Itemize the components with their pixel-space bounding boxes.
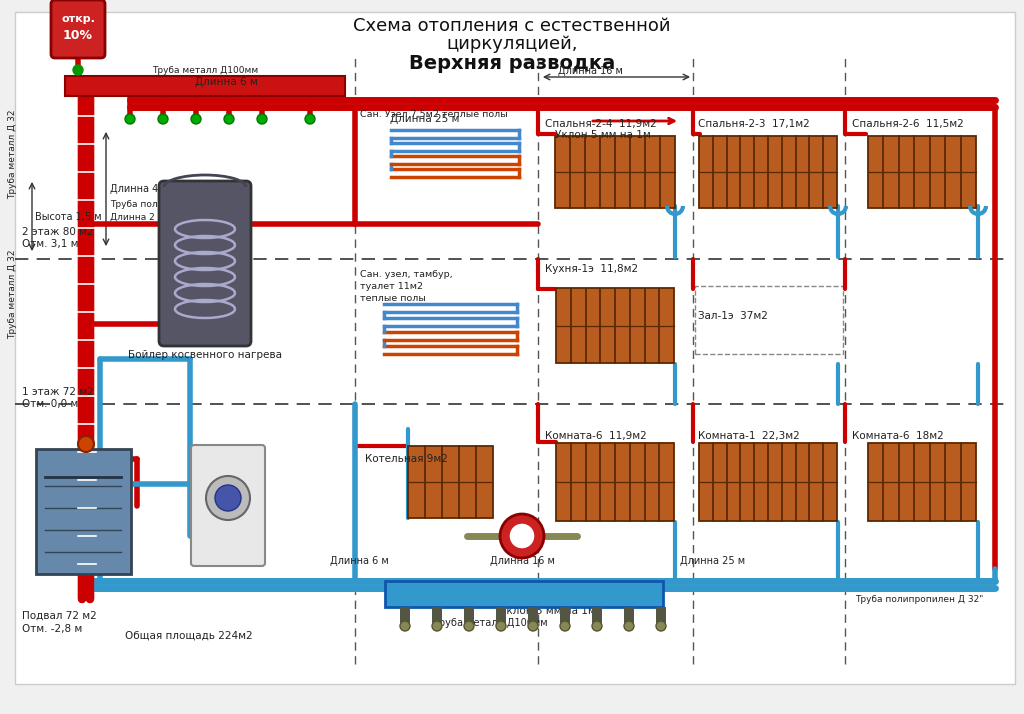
Circle shape — [215, 485, 241, 511]
Text: Длинна 6 м: Длинна 6 м — [195, 77, 258, 87]
Text: Кухня-1э  11,8м2: Кухня-1э 11,8м2 — [545, 264, 638, 274]
Text: Труба полипропилен Д 32": Труба полипропилен Д 32" — [110, 199, 239, 208]
Text: Длинна 16 м: Длинна 16 м — [490, 556, 555, 566]
Circle shape — [206, 476, 250, 520]
Circle shape — [73, 65, 83, 75]
Circle shape — [528, 621, 538, 631]
Circle shape — [500, 514, 544, 558]
Bar — [496, 607, 506, 623]
Bar — [432, 607, 442, 623]
Bar — [560, 607, 570, 623]
Text: Труба металл Д 32: Труба металл Д 32 — [8, 109, 17, 198]
Text: Комната-6  11,9м2: Комната-6 11,9м2 — [545, 431, 647, 441]
Text: Уклон 5 мм на 1м: Уклон 5 мм на 1м — [500, 606, 596, 616]
Text: Длинна 4 м: Длинна 4 м — [110, 184, 169, 194]
Circle shape — [400, 621, 410, 631]
Bar — [65, 76, 345, 96]
Text: Подвал 72 м2: Подвал 72 м2 — [22, 611, 96, 621]
Circle shape — [496, 621, 506, 631]
Bar — [556, 443, 674, 521]
Text: Длинна 2 м: Длинна 2 м — [110, 213, 165, 221]
Text: Верхняя разводка: Верхняя разводка — [409, 54, 615, 73]
Text: 10%: 10% — [63, 29, 93, 41]
Text: Отм. 0,0 м: Отм. 0,0 м — [22, 399, 78, 409]
Bar — [464, 607, 474, 623]
Bar — [408, 446, 493, 518]
Text: Комната-1  22,3м2: Комната-1 22,3м2 — [698, 431, 800, 441]
Text: Длинна 25 м: Длинна 25 м — [680, 556, 745, 566]
Bar — [624, 607, 634, 623]
Text: Котельная 9м2: Котельная 9м2 — [365, 454, 447, 464]
Bar — [400, 607, 410, 623]
Text: Спальня-2-4  11,9м2: Спальня-2-4 11,9м2 — [545, 119, 656, 129]
Bar — [868, 136, 976, 208]
Text: Труба металл Д100мм: Труба металл Д100мм — [152, 66, 258, 74]
Bar — [656, 607, 666, 623]
Bar — [868, 443, 976, 521]
Circle shape — [78, 436, 94, 452]
Bar — [699, 136, 837, 208]
Circle shape — [158, 114, 168, 124]
Circle shape — [656, 621, 666, 631]
Text: Труба металл Д100мм: Труба металл Д100мм — [433, 618, 547, 628]
Circle shape — [624, 621, 634, 631]
Circle shape — [509, 523, 535, 549]
Text: Уклон 5 мм на 1м: Уклон 5 мм на 1м — [555, 130, 650, 140]
Text: Спальня-2-6  11,5м2: Спальня-2-6 11,5м2 — [852, 119, 964, 129]
Bar — [528, 607, 538, 623]
Bar — [385, 581, 663, 607]
Text: 1 этаж 72 м2: 1 этаж 72 м2 — [22, 387, 94, 397]
FancyBboxPatch shape — [191, 445, 265, 566]
Bar — [36, 449, 131, 574]
Text: Длинна 16 м: Длинна 16 м — [558, 66, 623, 76]
Text: Бойлер косвенного нагрева: Бойлер косвенного нагрева — [128, 350, 282, 360]
Bar — [699, 443, 837, 521]
Text: Сан. Узел 7,5м2 теплые полы: Сан. Узел 7,5м2 теплые полы — [360, 109, 508, 119]
Circle shape — [191, 114, 201, 124]
Circle shape — [257, 114, 267, 124]
Text: Отм. 3,1 м: Отм. 3,1 м — [22, 239, 79, 249]
Text: Длинна 6 м: Длинна 6 м — [330, 556, 389, 566]
Circle shape — [125, 114, 135, 124]
Text: откр.: откр. — [61, 14, 95, 24]
Bar — [555, 136, 675, 208]
Text: Зал-1э  37м2: Зал-1э 37м2 — [698, 311, 768, 321]
FancyBboxPatch shape — [51, 0, 105, 58]
Text: Высота 1,5 м: Высота 1,5 м — [35, 212, 101, 222]
FancyBboxPatch shape — [159, 181, 251, 346]
Text: теплые полы: теплые полы — [360, 293, 426, 303]
Text: Общая площадь 224м2: Общая площадь 224м2 — [125, 631, 253, 641]
Circle shape — [305, 114, 315, 124]
Circle shape — [560, 621, 570, 631]
Circle shape — [224, 114, 234, 124]
Text: Сан. узел, тамбур,: Сан. узел, тамбур, — [360, 269, 453, 278]
Text: циркуляцией,: циркуляцией, — [446, 35, 578, 53]
Bar — [592, 607, 602, 623]
Bar — [556, 288, 674, 363]
Text: Спальня-2-3  17,1м2: Спальня-2-3 17,1м2 — [698, 119, 810, 129]
Circle shape — [464, 621, 474, 631]
Text: туалет 11м2: туалет 11м2 — [360, 281, 423, 291]
Circle shape — [592, 621, 602, 631]
Text: Труба металл Д 32: Труба металл Д 32 — [8, 249, 17, 338]
Text: Отм. -2,8 м: Отм. -2,8 м — [22, 624, 82, 634]
Text: Труба полипропилен Д 32": Труба полипропилен Д 32" — [855, 595, 983, 603]
Bar — [695, 286, 843, 354]
Text: Длинна 25 м: Длинна 25 м — [390, 114, 460, 124]
Text: Комната-6  18м2: Комната-6 18м2 — [852, 431, 944, 441]
Text: Схема отопления с естественной: Схема отопления с естественной — [353, 17, 671, 35]
Text: 2 этаж 80 м2: 2 этаж 80 м2 — [22, 227, 93, 237]
Circle shape — [432, 621, 442, 631]
